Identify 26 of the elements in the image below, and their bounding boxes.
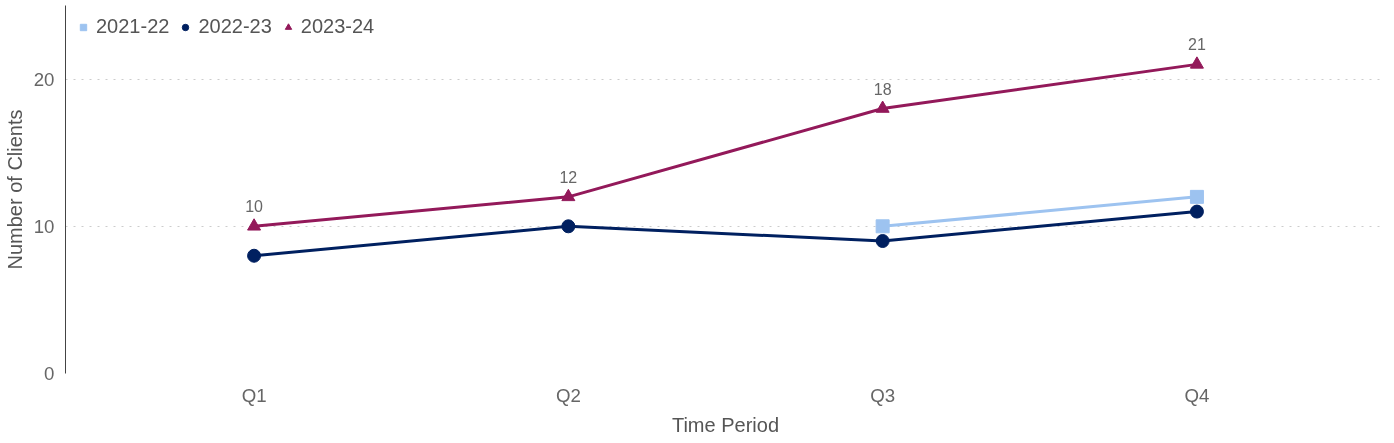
y-tick-label: 20 (33, 68, 55, 90)
data-label: 10 (245, 198, 264, 216)
data-label: 12 (559, 168, 578, 186)
x-tick-label: Q3 (870, 384, 896, 406)
x-tick-label: Q4 (1184, 384, 1210, 406)
point (1189, 189, 1204, 204)
point (247, 248, 262, 263)
y-tick-label: 10 (33, 215, 55, 237)
data-label: 18 (873, 80, 892, 98)
legend-label: 2021-22 (96, 15, 170, 38)
point (875, 100, 890, 113)
y-axis-title: Number of Clients (3, 109, 26, 270)
point (561, 188, 576, 202)
x-axis-title: Time Period (671, 413, 780, 436)
y-tick-label: 0 (44, 363, 55, 384)
x-tick-label: Q1 (241, 384, 267, 406)
point (875, 219, 890, 234)
point (247, 218, 262, 231)
point (561, 219, 576, 234)
point (1189, 56, 1204, 69)
data-label: 21 (1188, 36, 1206, 54)
legend-label: 2023-24 (300, 15, 375, 38)
point (1189, 204, 1204, 219)
x-tick-label: Q2 (555, 384, 581, 406)
legend-label: 2022-23 (198, 15, 272, 38)
point (875, 234, 890, 249)
